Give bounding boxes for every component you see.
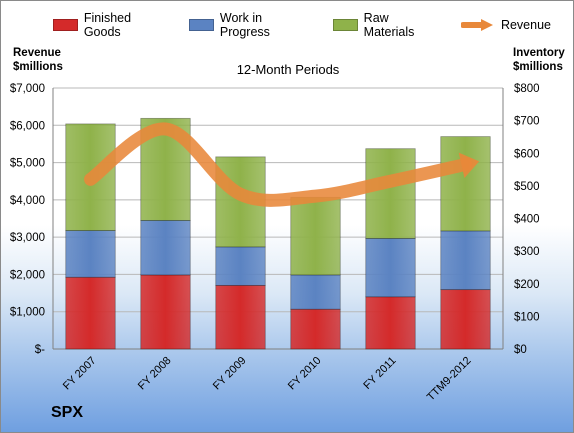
legend-arrow-icon xyxy=(460,19,493,31)
left-tick-label: $4,000 xyxy=(10,195,45,207)
right-tick-label: $400 xyxy=(514,214,540,226)
bar-finished-goods xyxy=(140,274,191,350)
revenue-arrowhead xyxy=(458,152,480,178)
left-tick-label: $6,000 xyxy=(10,120,45,132)
bar-raw-materials xyxy=(365,148,416,239)
left-tick-label: $3,000 xyxy=(10,232,45,244)
bar-work-in-progress xyxy=(440,230,491,291)
right-tick-label: $600 xyxy=(514,148,540,160)
bar-work-in-progress xyxy=(140,220,191,276)
right-axis-title-line2: $millions xyxy=(513,61,563,73)
legend-swatch-work-in-progress xyxy=(189,19,214,31)
x-tick-label: FY 2011 xyxy=(361,355,398,392)
legend: Finished Goods Work in Progress Raw Mate… xyxy=(53,11,573,39)
left-tick-label: $2,000 xyxy=(10,269,45,281)
bar-finished-goods xyxy=(65,276,116,350)
legend-label-revenue: Revenue xyxy=(500,18,551,32)
bar-raw-materials xyxy=(290,196,341,276)
legend-item-raw-materials: Raw Materials xyxy=(332,11,439,39)
x-tick-label: FY 2008 xyxy=(136,355,174,393)
x-tick-label: FY 2010 xyxy=(286,355,324,393)
right-tick-label: $700 xyxy=(514,116,540,128)
chart-subtitle: 12-Month Periods xyxy=(236,62,340,77)
bar-finished-goods xyxy=(215,284,266,350)
bar-work-in-progress xyxy=(215,246,266,286)
left-tick-label: $5,000 xyxy=(10,158,45,170)
right-tick-label: $200 xyxy=(514,279,540,291)
right-tick-label: $300 xyxy=(514,246,540,258)
left-tick-label: $7,000 xyxy=(10,83,45,95)
company-name: SPX xyxy=(51,404,84,421)
bar-raw-materials xyxy=(440,136,491,232)
legend-item-work-in-progress: Work in Progress xyxy=(189,11,311,39)
bar-finished-goods xyxy=(290,308,341,350)
legend-swatch-finished-goods xyxy=(53,19,78,31)
x-tick-label: FY 2007 xyxy=(61,355,99,393)
bar-work-in-progress xyxy=(365,238,416,298)
legend-label-work-in-progress: Work in Progress xyxy=(219,11,270,39)
right-tick-label: $0 xyxy=(514,344,527,356)
legend-label-finished-goods: Finished Goods xyxy=(83,11,132,39)
right-tick-label: $800 xyxy=(514,83,540,95)
left-tick-label: $1,000 xyxy=(10,307,45,319)
right-tick-label: $500 xyxy=(514,181,540,193)
bar-work-in-progress xyxy=(65,230,116,278)
x-tick-label: TTM9-2012 xyxy=(425,355,474,404)
left-tick-label: $- xyxy=(35,344,45,356)
legend-swatch-raw-materials xyxy=(332,19,358,31)
bar-finished-goods xyxy=(440,289,491,350)
right-tick-label: $100 xyxy=(514,311,540,323)
right-axis-title-line1: Inventory xyxy=(513,47,565,59)
revenue-line xyxy=(84,122,472,207)
x-tick-label: FY 2009 xyxy=(211,355,249,393)
left-axis-title-line2: $millions xyxy=(13,61,63,73)
bar-finished-goods xyxy=(365,296,416,350)
legend-item-revenue: Revenue xyxy=(460,18,551,32)
bar-work-in-progress xyxy=(290,274,341,310)
legend-label-raw-materials: Raw Materials xyxy=(363,11,415,39)
left-axis-title-line1: Revenue xyxy=(13,47,61,59)
legend-item-finished-goods: Finished Goods xyxy=(53,11,167,39)
